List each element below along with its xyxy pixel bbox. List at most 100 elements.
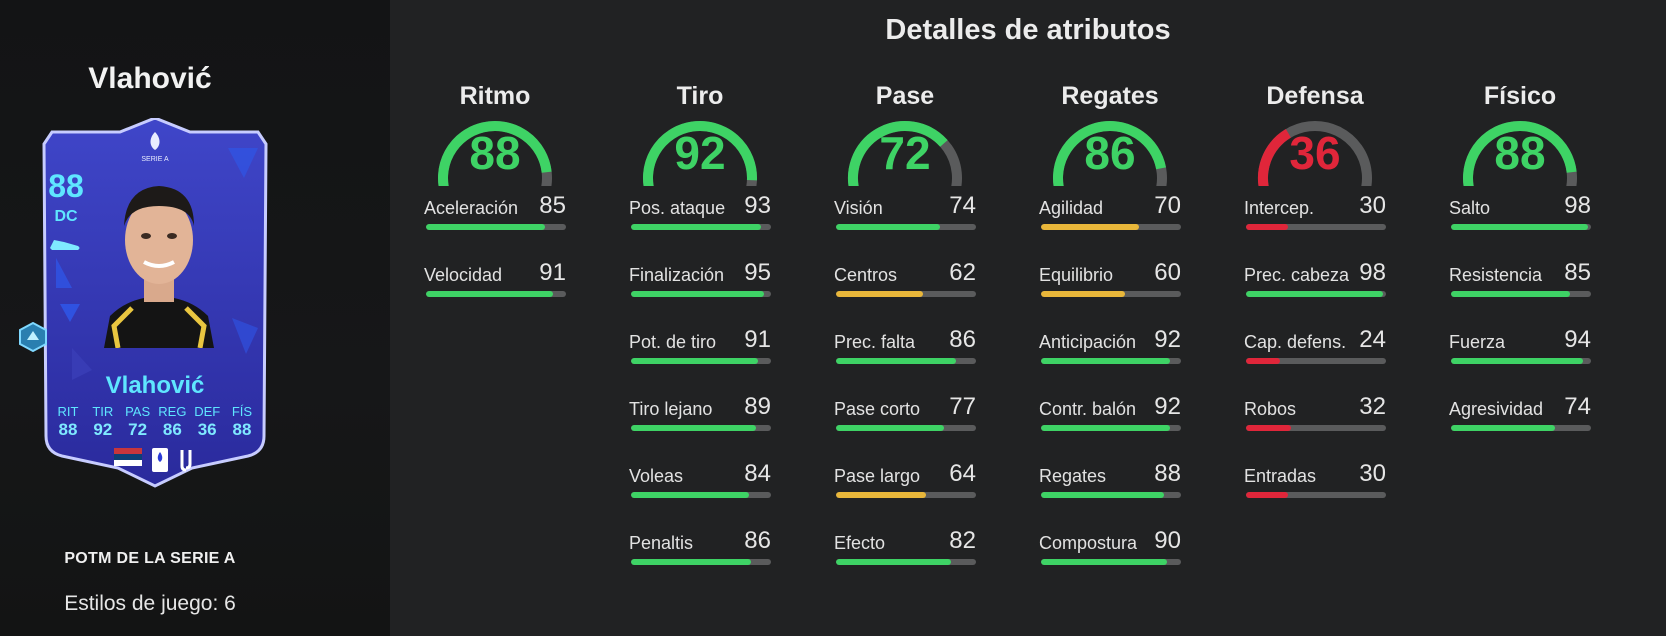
stat-name: Centros [834, 265, 898, 285]
stat-value: 98 [1359, 259, 1386, 286]
stat-row: Robos 32 [1230, 393, 1400, 460]
stat-bar-fill [836, 492, 926, 498]
stat-row: Penaltis 86 [615, 527, 785, 594]
stat-row: Finalización 95 [615, 259, 785, 326]
category-value: 92 [674, 127, 726, 179]
category-5: Físico 88 Salto 98 Resistencia 85 Fuerza 94 Agre… [1435, 82, 1605, 460]
gauge-arc [1463, 121, 1577, 186]
stat-bar-fill [1246, 291, 1384, 297]
stat-bar [1246, 358, 1386, 364]
stat-name: Aceleración [424, 198, 519, 218]
stat-row: Cap. defens. 24 [1230, 326, 1400, 393]
stat-bar [1246, 492, 1386, 498]
stat-name: Voleas [629, 466, 684, 486]
stat-name: Tiro lejano [629, 399, 713, 419]
category-gauge: 88 [1435, 116, 1605, 194]
stat-bar [836, 492, 976, 498]
stat-value: 89 [744, 393, 771, 420]
card-type-label: POTM DE LA SERIE A [64, 550, 236, 567]
stat-bar-fill [631, 291, 764, 297]
stat-bar [1451, 224, 1591, 230]
gauge-arc [1258, 121, 1372, 186]
stat-bar-fill [1451, 291, 1570, 297]
stat-name: Prec. falta [834, 332, 916, 352]
stat-value: 82 [949, 527, 976, 554]
stat-row: Agresividad 74 [1435, 393, 1605, 460]
category-value: 36 [1289, 127, 1341, 179]
stat-name: Efecto [834, 533, 886, 553]
mini-stat: FÍS 88 [231, 404, 253, 439]
stat-name: Agresividad [1449, 399, 1544, 419]
stat-bar [1041, 224, 1181, 230]
stat-row: Regates 88 [1025, 460, 1195, 527]
mini-stat: DEF 36 [194, 404, 221, 439]
stat-name: Pot. de tiro [629, 332, 717, 352]
category-name: Físico [1483, 82, 1557, 110]
gauge-fill [1053, 120, 1166, 186]
player-card-panel: Vlahović SERIE A 88 DC [0, 0, 390, 636]
playstyle-plus-icon [19, 322, 47, 352]
stat-bar [1451, 358, 1591, 364]
stat-bar [426, 291, 566, 297]
stat-name: Pos. ataque [629, 198, 726, 218]
stat-bar [836, 224, 976, 230]
stat-bar [1451, 291, 1591, 297]
stat-value: 77 [949, 393, 976, 420]
stat-bar-fill [1041, 224, 1139, 230]
stat-row: Compostura 90 [1025, 527, 1195, 594]
stat-row: Entradas 30 [1230, 460, 1400, 527]
stat-name: Fuerza [1449, 332, 1506, 352]
stat-row: Centros 62 [820, 259, 990, 326]
stat-bar-fill [1246, 492, 1288, 498]
stat-bar-fill [836, 425, 944, 431]
gauge-fill [1463, 121, 1577, 186]
stat-name: Compostura [1039, 533, 1138, 553]
playstyles-count[interactable]: Estilos de juego: 6 [64, 592, 236, 615]
stat-name: Pase corto [834, 399, 921, 419]
player-card[interactable]: SERIE A 88 DC Vlahović RIT 88 TIR 92 PAS 72… [32, 118, 278, 488]
mini-stat: REG 86 [158, 404, 187, 439]
stat-value: 62 [949, 259, 976, 286]
stat-row: Intercep. 30 [1230, 192, 1400, 259]
stat-name: Prec. cabeza [1244, 265, 1350, 285]
stat-name: Agilidad [1039, 198, 1104, 218]
stat-value: 93 [744, 192, 771, 219]
stat-value: 74 [1564, 393, 1591, 420]
stat-bar-fill [1041, 291, 1125, 297]
stat-list: Intercep. 30 Prec. cabeza 98 Cap. defens. 24 R… [1230, 192, 1400, 527]
card-rating: 88 [48, 168, 84, 204]
category-4: Defensa 36 Intercep. 30 Prec. cabeza 98 Cap. d… [1230, 82, 1400, 527]
stat-bar [631, 224, 771, 230]
stat-value: 91 [744, 326, 771, 353]
stat-row: Voleas 84 [615, 460, 785, 527]
stat-bar [1246, 291, 1386, 297]
stat-bar [1451, 425, 1591, 431]
category-value: 72 [879, 127, 931, 179]
juventus-logo-icon [180, 450, 192, 472]
stat-row: Prec. cabeza 98 [1230, 259, 1400, 326]
stat-bar-fill [1246, 425, 1291, 431]
category-value: 88 [1494, 127, 1546, 179]
stat-name: Penaltis [629, 533, 694, 553]
stat-bar-fill [1451, 425, 1555, 431]
stat-bar [836, 358, 976, 364]
stat-value: 95 [744, 259, 771, 286]
stat-name: Contr. balón [1039, 399, 1137, 419]
boot-icon [50, 240, 80, 250]
stat-bar-fill [836, 291, 923, 297]
stat-name: Finalización [629, 265, 725, 285]
category-value: 86 [1084, 127, 1136, 179]
stat-bar-fill [631, 224, 762, 230]
mini-stat: PAS 72 [125, 404, 151, 439]
stat-row: Pot. de tiro 91 [615, 326, 785, 393]
stat-value: 92 [1154, 393, 1181, 420]
stat-value: 84 [744, 460, 771, 487]
stat-bar-fill [836, 224, 940, 230]
stat-row: Visión 74 [820, 192, 990, 259]
stat-bar [631, 358, 771, 364]
category-0: Ritmo 88 Aceleración 85 Velocidad 91 [410, 82, 580, 326]
stat-list: Visión 74 Centros 62 Prec. falta 86 Pase corto… [820, 192, 990, 594]
category-name: Pase [875, 82, 935, 110]
stat-value: 74 [949, 192, 976, 219]
serie-a-logo-icon: SERIE A [141, 132, 169, 163]
